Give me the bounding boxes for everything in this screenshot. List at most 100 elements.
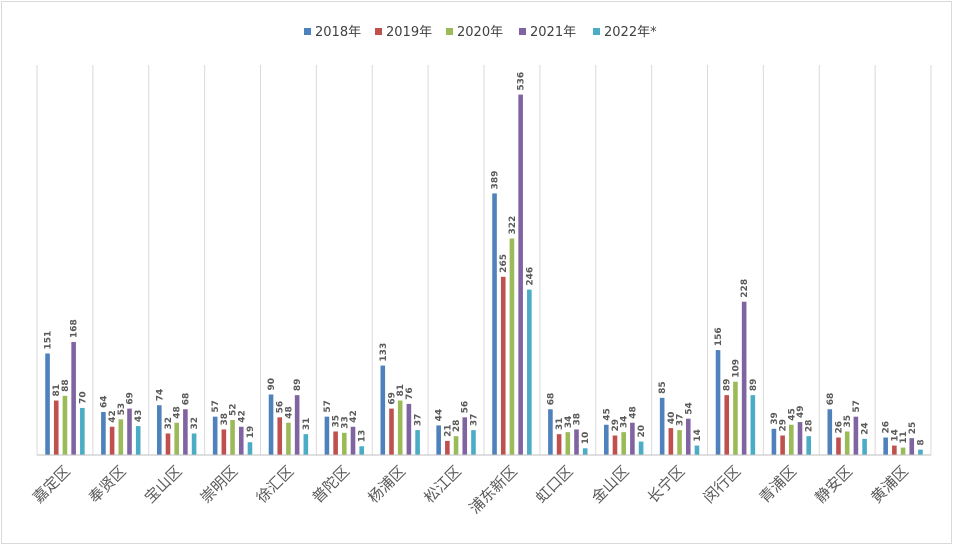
value-label-0-4: 70 — [78, 391, 88, 404]
value-label-10-2: 34 — [620, 416, 630, 429]
category-label-3: 崇明区 — [197, 462, 242, 507]
legend: 2018年 2019年 2020年 2021年 2022年* — [304, 25, 657, 40]
bar-10-2 — [621, 432, 626, 455]
bar-1-1 — [109, 426, 115, 455]
bar-5-3 — [350, 426, 356, 455]
bar-7-4 — [471, 430, 476, 455]
value-label-10-1: 29 — [611, 419, 621, 432]
bar-13-0 — [771, 428, 777, 455]
value-label-9-4: 10 — [581, 432, 591, 445]
bar-3-4 — [247, 442, 253, 455]
category-labels: 嘉定区 奉贤区 宝山区 崇明区 徐汇区 普陀区 杨浦区 松江区 浦东新区 虹口区 金山区 长宁区 闵行区… — [29, 462, 912, 517]
bar-9-3 — [574, 429, 579, 455]
value-label-12-3: 228 — [740, 279, 750, 298]
value-label-5-0: 57 — [323, 400, 333, 413]
bar-9-4 — [582, 448, 588, 455]
bar-12-2 — [733, 381, 738, 455]
bar-7-0 — [436, 425, 441, 455]
category-label-5: 普陀区 — [309, 462, 354, 507]
value-label-14-0: 68 — [826, 393, 836, 406]
value-label-3-2: 52 — [229, 403, 239, 416]
category-label-0: 嘉定区 — [29, 462, 74, 507]
value-label-3-3: 42 — [237, 410, 247, 423]
value-label-6-3: 76 — [405, 387, 415, 400]
bar-8-2 — [509, 238, 515, 455]
bar-7-3 — [462, 417, 468, 455]
value-label-7-2: 28 — [452, 420, 462, 433]
bar-4-4 — [303, 434, 309, 455]
bar-8-1 — [500, 276, 506, 455]
bar-3-1 — [221, 429, 227, 455]
value-label-11-4: 14 — [693, 429, 703, 442]
value-label-4-3: 89 — [293, 379, 303, 392]
bar-5-4 — [359, 446, 365, 455]
value-label-1-1: 42 — [108, 410, 118, 423]
bar-0-2 — [62, 395, 68, 455]
bar-5-0 — [324, 416, 330, 455]
bar-2-0 — [156, 405, 162, 455]
value-label-10-3: 48 — [628, 406, 638, 419]
value-label-8-0: 389 — [491, 171, 501, 190]
value-label-5-4: 13 — [358, 430, 368, 443]
value-label-4-1: 56 — [276, 401, 286, 414]
bar-12-0 — [715, 350, 721, 455]
bar-1-3 — [127, 408, 132, 455]
bar-6-1 — [389, 408, 394, 455]
value-label-15-3: 25 — [908, 422, 918, 435]
value-label-10-0: 45 — [602, 408, 612, 421]
bar-12-4 — [750, 395, 756, 455]
category-dividers — [36, 65, 932, 455]
value-label-6-4: 37 — [414, 414, 424, 427]
value-label-11-1: 40 — [667, 412, 677, 425]
bar-13-1 — [780, 435, 785, 455]
bar-2-2 — [174, 422, 179, 455]
category-label-15: 黄浦区 — [867, 462, 912, 507]
bar-15-3 — [909, 438, 915, 455]
bar-1-0 — [101, 411, 106, 455]
bar-15-1 — [892, 445, 897, 455]
value-label-12-0: 156 — [714, 327, 724, 346]
bar-12-3 — [741, 301, 747, 455]
value-label-3-1: 38 — [220, 413, 230, 426]
category-label-4: 徐汇区 — [253, 462, 298, 507]
value-label-14-3: 57 — [852, 400, 862, 413]
bar-1-4 — [135, 426, 141, 455]
value-label-13-3: 49 — [796, 406, 806, 419]
bar-9-0 — [548, 409, 553, 455]
bar-15-2 — [900, 447, 906, 455]
value-label-0-2: 88 — [61, 379, 71, 392]
bar-2-3 — [183, 409, 188, 455]
value-label-12-2: 109 — [731, 359, 741, 378]
bar-4-0 — [268, 394, 274, 455]
value-label-14-2: 35 — [843, 415, 853, 428]
legend-swatch-2 — [446, 28, 453, 35]
value-label-15-2: 11 — [899, 431, 909, 444]
bar-0-0 — [45, 353, 50, 455]
bar-8-3 — [518, 94, 523, 455]
value-label-8-2: 322 — [508, 216, 518, 235]
value-label-5-1: 35 — [332, 415, 342, 428]
bar-3-2 — [230, 420, 235, 455]
bar-3-3 — [238, 426, 244, 455]
bar-6-2 — [397, 400, 403, 455]
bar-1-2 — [118, 419, 124, 455]
value-label-4-4: 31 — [302, 418, 312, 431]
value-label-5-3: 42 — [349, 410, 359, 423]
category-label-13: 青浦区 — [756, 462, 801, 507]
value-label-2-3: 68 — [181, 393, 191, 406]
category-label-1: 奉贤区 — [85, 462, 130, 507]
value-label-13-0: 39 — [770, 412, 780, 425]
bar-0-3 — [71, 342, 76, 455]
bar-10-0 — [603, 424, 609, 455]
bar-2-4 — [191, 433, 197, 455]
value-label-2-1: 32 — [164, 417, 174, 430]
bar-0-4 — [80, 407, 85, 455]
legend-swatch-0 — [304, 28, 311, 35]
bar-10-3 — [630, 422, 635, 455]
category-label-11: 长宁区 — [644, 462, 689, 507]
value-label-5-2: 33 — [340, 416, 350, 429]
bar-9-2 — [565, 432, 571, 455]
